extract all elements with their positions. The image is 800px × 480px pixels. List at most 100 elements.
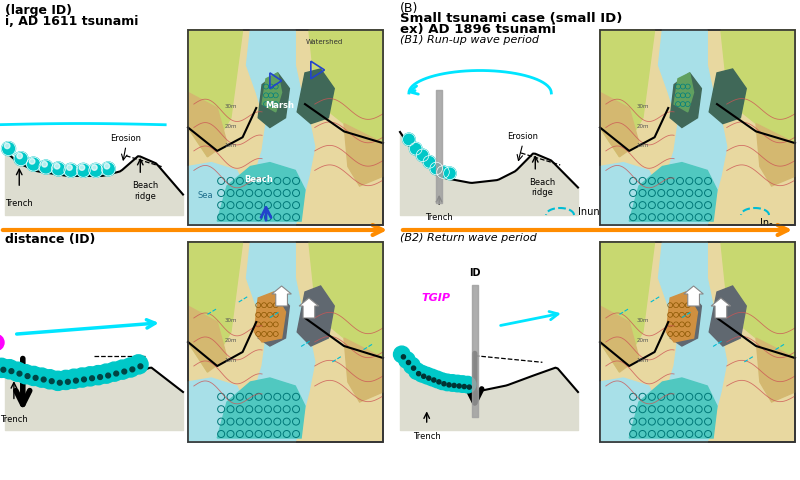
Circle shape <box>423 156 436 168</box>
Bar <box>600 30 795 225</box>
Circle shape <box>130 367 134 372</box>
Polygon shape <box>309 30 383 143</box>
Circle shape <box>467 385 471 389</box>
Circle shape <box>402 355 406 359</box>
Circle shape <box>102 162 115 176</box>
Text: 30m: 30m <box>225 104 237 109</box>
Polygon shape <box>670 73 702 128</box>
Circle shape <box>65 369 83 388</box>
Polygon shape <box>600 378 658 442</box>
Circle shape <box>0 358 11 377</box>
Text: 10m: 10m <box>637 143 649 148</box>
Circle shape <box>459 376 476 393</box>
Text: Beach: Beach <box>244 175 273 184</box>
Circle shape <box>422 374 426 378</box>
Text: 20m: 20m <box>225 123 237 129</box>
Text: Small tsunami case (small ID): Small tsunami case (small ID) <box>400 12 622 25</box>
Circle shape <box>25 374 30 379</box>
Text: TGIP: TGIP <box>421 293 450 303</box>
Circle shape <box>74 378 78 383</box>
Circle shape <box>42 161 47 167</box>
Polygon shape <box>246 30 314 225</box>
Polygon shape <box>630 378 717 438</box>
Circle shape <box>462 384 466 389</box>
Polygon shape <box>188 306 227 372</box>
Circle shape <box>106 373 110 378</box>
Polygon shape <box>600 30 654 157</box>
Circle shape <box>444 375 461 391</box>
Circle shape <box>17 153 22 159</box>
Circle shape <box>105 362 124 381</box>
Circle shape <box>51 162 66 176</box>
Circle shape <box>129 355 148 374</box>
Circle shape <box>443 167 456 180</box>
Circle shape <box>452 384 456 387</box>
Polygon shape <box>188 30 242 157</box>
Circle shape <box>73 368 92 387</box>
Circle shape <box>417 372 421 376</box>
Polygon shape <box>721 242 795 358</box>
Polygon shape <box>299 298 318 318</box>
Polygon shape <box>711 298 730 318</box>
Polygon shape <box>188 242 242 372</box>
Polygon shape <box>710 69 746 124</box>
Bar <box>600 242 795 442</box>
Circle shape <box>81 367 100 386</box>
Text: i, AD 1611 tsunami: i, AD 1611 tsunami <box>5 15 138 28</box>
Circle shape <box>58 380 62 385</box>
Circle shape <box>30 158 35 164</box>
Bar <box>188 242 383 442</box>
Circle shape <box>416 149 429 162</box>
Text: ex) AD 1896 tsunami: ex) AD 1896 tsunami <box>400 23 556 36</box>
Text: 10m: 10m <box>637 358 649 363</box>
Circle shape <box>26 157 41 171</box>
Circle shape <box>409 363 426 380</box>
Polygon shape <box>630 163 717 221</box>
Circle shape <box>122 369 126 374</box>
Text: 20m: 20m <box>637 123 649 129</box>
Circle shape <box>437 380 441 384</box>
Polygon shape <box>674 73 694 112</box>
Circle shape <box>89 163 102 177</box>
Circle shape <box>394 346 410 362</box>
Circle shape <box>121 358 140 377</box>
Circle shape <box>90 376 94 381</box>
Bar <box>188 30 383 225</box>
Polygon shape <box>600 92 639 157</box>
Circle shape <box>411 366 416 370</box>
Polygon shape <box>298 286 334 346</box>
Circle shape <box>82 377 86 382</box>
Circle shape <box>450 375 466 392</box>
Text: (large ID): (large ID) <box>5 4 72 17</box>
Circle shape <box>56 371 75 389</box>
Circle shape <box>447 383 451 387</box>
Text: In-: In- <box>760 218 773 228</box>
Circle shape <box>91 165 97 170</box>
Circle shape <box>457 384 462 388</box>
Polygon shape <box>600 163 658 225</box>
Text: (B2) Return wave period: (B2) Return wave period <box>400 233 537 243</box>
Circle shape <box>437 166 450 179</box>
Text: 20m: 20m <box>637 338 649 343</box>
Circle shape <box>398 352 415 368</box>
Circle shape <box>9 369 14 373</box>
Text: ID: ID <box>469 268 481 278</box>
Text: Inundation limit: Inundation limit <box>578 207 655 217</box>
Circle shape <box>8 362 27 381</box>
Text: distance (ID): distance (ID) <box>5 233 95 246</box>
Text: Trench: Trench <box>0 415 28 423</box>
Circle shape <box>114 371 118 376</box>
Circle shape <box>113 360 132 379</box>
Text: (B1) Run-up wave period: (B1) Run-up wave period <box>400 35 539 45</box>
Circle shape <box>24 366 43 385</box>
Circle shape <box>76 163 90 177</box>
Circle shape <box>454 376 471 392</box>
Polygon shape <box>658 242 726 442</box>
Circle shape <box>138 364 143 369</box>
Text: 30m: 30m <box>225 318 237 323</box>
Polygon shape <box>721 30 795 143</box>
Text: Trench: Trench <box>426 213 453 222</box>
Bar <box>188 30 383 225</box>
Circle shape <box>414 366 430 382</box>
Circle shape <box>406 360 410 364</box>
